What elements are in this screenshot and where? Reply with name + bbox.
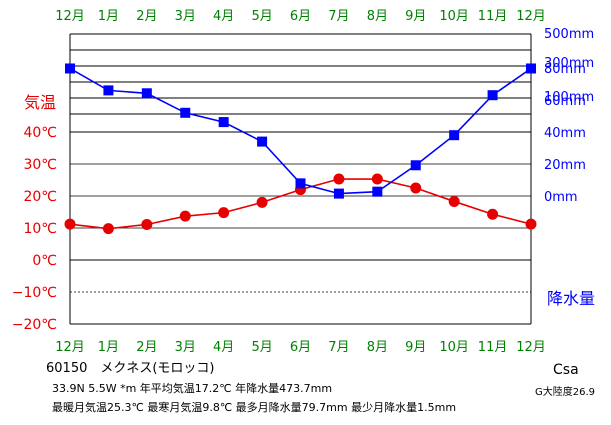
month-label: 9月 (405, 340, 426, 355)
month-label: 6月 (290, 9, 311, 24)
precipitation-point (449, 130, 460, 141)
month-label: 5月 (251, 340, 272, 355)
month-label: 5月 (251, 9, 272, 24)
month-label: 8月 (367, 9, 388, 24)
precipitation-point (487, 90, 498, 101)
precipitation-point (65, 63, 75, 74)
month-label: 4月 (213, 340, 234, 355)
month-label: 12月 (55, 9, 85, 24)
temperature-point (179, 210, 191, 222)
month-label: 8月 (367, 340, 388, 355)
climate-classification: Csa (553, 362, 579, 378)
temperature-tick-label: 40℃ (23, 125, 57, 141)
precipitation-axis-label: 降水量 (547, 289, 595, 308)
month-label: 12月 (516, 340, 546, 355)
temperature-point (448, 195, 460, 207)
continentality-index: G大陸度26.9 (535, 387, 596, 398)
precipitation-point (410, 160, 421, 171)
month-label: 2月 (136, 9, 157, 24)
month-label: 10月 (439, 340, 469, 355)
temperature-tick-label: −10℃ (12, 285, 57, 301)
precipitation-point (218, 117, 229, 128)
precipitation-tick-label: 300mm (544, 56, 594, 71)
month-label: 3月 (175, 340, 196, 355)
month-label: 10月 (439, 9, 469, 24)
precipitation-point (141, 88, 152, 99)
temperature-point (410, 182, 422, 194)
precipitation-tick-label: 60mm (544, 94, 586, 109)
month-label: 1月 (98, 340, 119, 355)
precipitation-point (103, 85, 114, 96)
precipitation-tick-label: 0mm (544, 190, 578, 205)
month-labels-bottom: 12月 1月 2月 3月 4月 5月 6月 7月 8月 9月 10月 11月 12月 (55, 340, 546, 355)
temperature-point (371, 173, 383, 185)
month-labels-top: 12月 1月 2月 3月 4月 5月 6月 7月 8月 9月 10月 11月 12月 (55, 9, 546, 24)
precipitation-line (69, 67, 532, 195)
precipitation-point (180, 107, 191, 118)
precipitation-point (526, 63, 536, 74)
month-label: 4月 (213, 9, 234, 24)
station-name: 60150 メクネス(モロッコ) (46, 361, 215, 376)
extremes-summary: 最暖月気温25.3℃ 最寒月気温9.8℃ 最多月降水量79.7mm 最少月降水量… (52, 401, 457, 414)
month-label: 12月 (516, 9, 546, 24)
month-label: 9月 (405, 9, 426, 24)
chart-frame (69, 34, 532, 325)
temperature-point (218, 207, 230, 219)
precipitation-tick-label: 40mm (544, 126, 586, 141)
precipitation-point (372, 186, 383, 197)
temperature-tick-label: 10℃ (23, 221, 57, 237)
precipitation-tick-label: 100mm (544, 90, 594, 105)
month-label: 6月 (290, 340, 311, 355)
extended-precip-gridlines (70, 33, 531, 133)
temperature-tick-label: 0℃ (32, 253, 57, 269)
month-label: 7月 (328, 9, 349, 24)
temperature-tick-label: 30℃ (23, 157, 57, 173)
temperature-axis-ticks: 40℃ 30℃ 20℃ 10℃ 0℃ −10℃ −20℃ (12, 125, 57, 333)
precipitation-tick-label: 80mm (544, 62, 586, 77)
temperature-point (141, 218, 153, 230)
precipitation-tick-label: 500mm (544, 27, 594, 42)
month-label: 3月 (175, 9, 196, 24)
month-label: 1月 (98, 9, 119, 24)
temperature-point (333, 173, 345, 185)
month-label: 11月 (478, 340, 508, 355)
climate-chart: 12月 1月 2月 3月 4月 5月 6月 7月 8月 9月 10月 11月 12月 12月 1月 2月 3月… (12, 9, 595, 355)
temperature-point (102, 223, 114, 235)
chart-series (64, 63, 537, 235)
month-label: 12月 (55, 340, 85, 355)
month-label: 7月 (328, 340, 349, 355)
temperature-tick-label: −20℃ (12, 317, 57, 333)
precipitation-point (257, 136, 268, 147)
precipitation-point (333, 188, 344, 199)
temperature-axis-label: 気温 (24, 93, 56, 112)
temperature-point (487, 208, 499, 220)
month-label: 2月 (136, 340, 157, 355)
temperature-point (256, 196, 268, 208)
temperature-point (525, 218, 537, 230)
precipitation-tick-label: 20mm (544, 158, 586, 173)
month-label: 11月 (478, 9, 508, 24)
precipitation-point (295, 178, 306, 189)
precipitation-axis-ticks: 500mm 300mm 100mm 80mm 60mm 40mm 20mm 0mm (544, 27, 594, 205)
temperature-tick-label: 20℃ (23, 189, 57, 205)
temperature-point (64, 218, 76, 230)
station-summary: 33.9N 5.5W *m 年平均気温17.2℃ 年降水量473.7mm (52, 382, 333, 395)
